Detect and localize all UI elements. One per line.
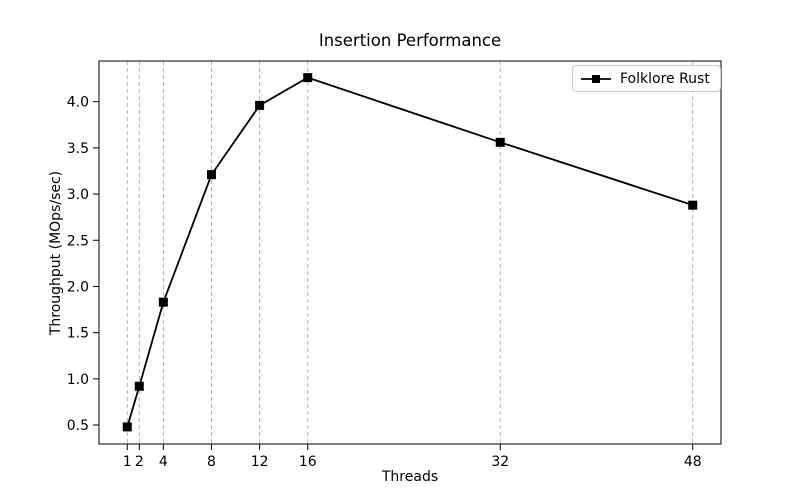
y-tick-label: 3.5 bbox=[67, 141, 89, 157]
y-tick-label: 2.0 bbox=[67, 279, 89, 295]
x-tick-label: 32 bbox=[491, 454, 509, 470]
y-tick-label: 3.0 bbox=[67, 187, 89, 203]
x-tick-label: 12 bbox=[251, 454, 269, 470]
data-point-marker bbox=[122, 422, 132, 432]
x-tick-label: 2 bbox=[135, 454, 144, 470]
y-axis-label: Throughput (MOps/sec) bbox=[48, 170, 64, 336]
y-tick-label: 2.5 bbox=[67, 233, 89, 249]
x-tick-label: 8 bbox=[207, 454, 216, 470]
data-point-marker bbox=[206, 170, 216, 180]
data-line bbox=[126, 76, 694, 428]
x-tick-label: 4 bbox=[159, 454, 168, 470]
x-tick-label: 48 bbox=[684, 454, 702, 470]
y-tick-label: 0.5 bbox=[67, 418, 89, 434]
legend-label: Folklore Rust bbox=[620, 70, 710, 87]
data-point-marker bbox=[688, 200, 698, 210]
legend-line-marker-icon bbox=[581, 74, 611, 83]
y-tick-label: 4.0 bbox=[67, 95, 89, 111]
x-axis-label: Threads bbox=[381, 469, 439, 485]
legend: Folklore Rust bbox=[572, 65, 721, 92]
data-point-marker bbox=[303, 73, 313, 83]
data-point-marker bbox=[158, 297, 168, 307]
chart-title: Insertion Performance bbox=[318, 31, 502, 50]
plot-border bbox=[98, 60, 722, 445]
data-point-marker bbox=[495, 137, 505, 147]
data-point-marker bbox=[134, 381, 144, 391]
y-tick-label: 1.0 bbox=[67, 372, 89, 388]
data-point-marker bbox=[255, 100, 265, 110]
x-tick-label: 1 bbox=[123, 454, 132, 470]
y-tick-label: 1.5 bbox=[67, 326, 89, 342]
x-tick-label: 16 bbox=[299, 454, 317, 470]
